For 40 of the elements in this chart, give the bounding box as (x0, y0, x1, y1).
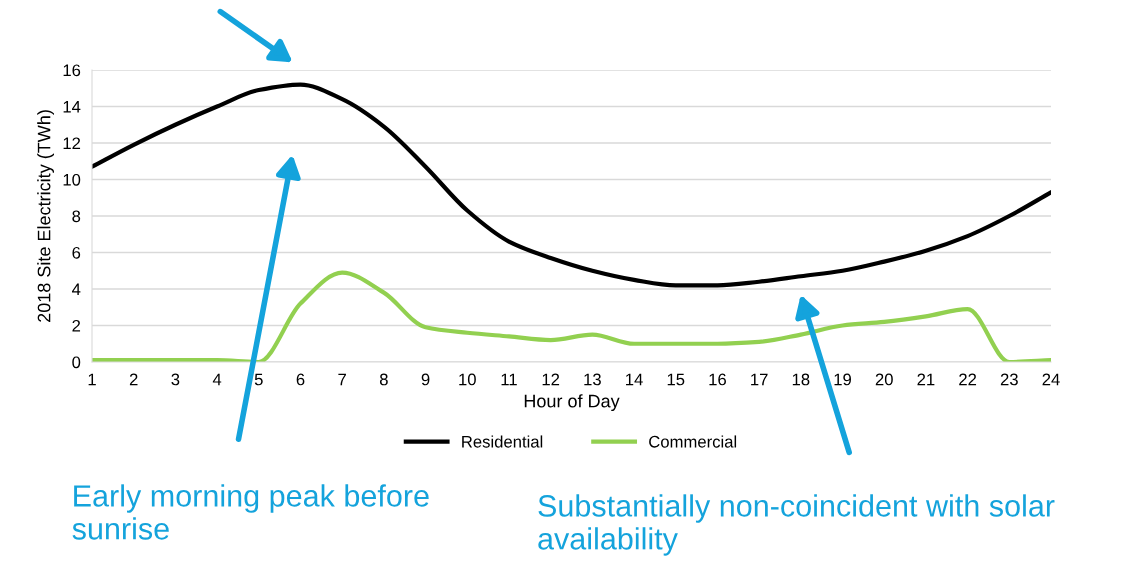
x-tick-label: 19 (834, 373, 851, 386)
x-tick-label: 5 (254, 373, 263, 386)
y-tick-label: 12 (63, 137, 81, 150)
x-tick-label: 17 (751, 373, 768, 386)
x-axis-title: Hour of Day (524, 394, 620, 412)
x-tick-label: 7 (338, 373, 346, 386)
y-tick-label: 14 (63, 101, 81, 113)
x-tick-label: 3 (171, 373, 180, 386)
y-tick-label: 16 (63, 64, 81, 77)
x-tick-label: 21 (917, 373, 935, 386)
x-tick-label: 2 (129, 373, 138, 386)
x-tick-label: 13 (584, 373, 601, 386)
text: Early morning peak before sunrise (72, 484, 429, 540)
y-tick-label: 4 (72, 283, 81, 296)
y-tick-label: 8 (72, 210, 81, 223)
x-tick-label: 12 (542, 373, 560, 386)
x-tick-label: 20 (875, 373, 893, 386)
x-tick-label: 22 (959, 373, 977, 386)
legend-label: Residential (462, 435, 543, 448)
x-tick-label: 18 (792, 373, 810, 386)
y-tick-label: 6 (72, 246, 81, 259)
y-tick-label: 0 (72, 356, 81, 369)
x-tick-label: 1 (88, 373, 96, 386)
x-tick-label: 15 (667, 373, 685, 386)
legend-label: Commercial (649, 435, 737, 448)
text: Substantially non-coincident with solar availability (538, 494, 1055, 556)
x-tick-label: 24 (1042, 373, 1060, 386)
y-tick-label: 10 (63, 173, 81, 186)
x-tick-label: 11 (501, 373, 517, 386)
x-tick-label: 6 (296, 373, 305, 386)
x-tick-label: 23 (1000, 373, 1018, 386)
x-tick-label: 16 (709, 373, 726, 386)
x-tick-label: 8 (379, 373, 388, 386)
y-tick-label: 2 (72, 319, 81, 332)
line-series (92, 82, 1051, 288)
x-tick-label: 10 (459, 373, 476, 386)
x-tick-label: 9 (421, 373, 430, 386)
x-tick-label: 14 (626, 373, 643, 386)
y-axis-title: 2018 Site Electricity (TWh) (37, 110, 55, 322)
x-tick-label: 4 (212, 373, 222, 386)
